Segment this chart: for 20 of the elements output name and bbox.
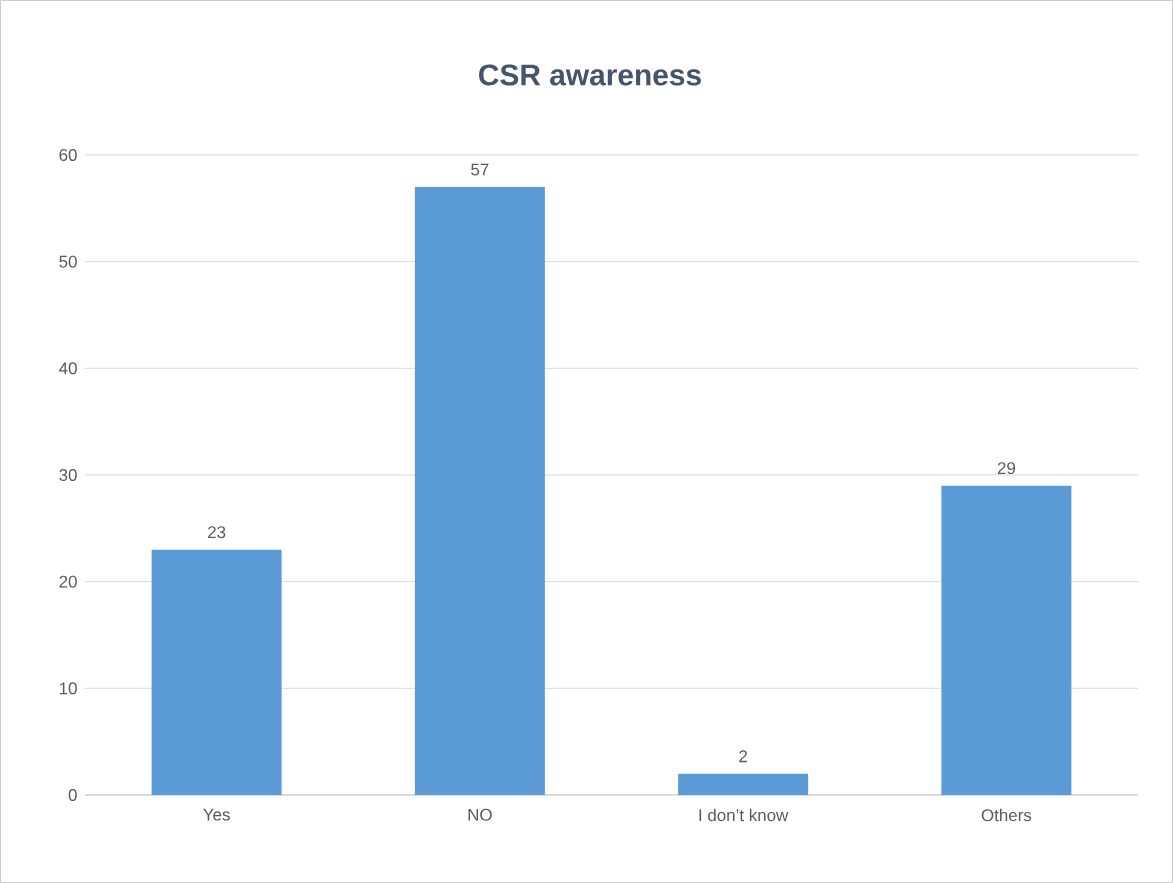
data-label: 57 [471, 163, 489, 176]
bar [414, 186, 545, 795]
y-tick-label: 60 [59, 148, 77, 161]
x-tick-label: NO [468, 808, 492, 821]
bar [151, 549, 282, 795]
bar [941, 485, 1072, 795]
y-tick-label: 20 [59, 575, 77, 588]
data-label: 23 [208, 526, 226, 539]
data-label: 2 [739, 750, 747, 763]
y-tick-label: 50 [59, 255, 77, 268]
x-tick-label: I don’t know [699, 808, 789, 822]
y-tick-label: 40 [59, 362, 77, 375]
data-label: 29 [997, 462, 1016, 475]
x-tick-label: Others [981, 808, 1032, 822]
x-tick-label: Yes [203, 808, 230, 821]
y-tick-label: 10 [59, 682, 77, 695]
y-tick-label: 0 [68, 788, 77, 801]
bar [678, 773, 809, 795]
chart-title: CSR awareness [479, 64, 701, 86]
y-tick-label: 30 [59, 468, 77, 481]
